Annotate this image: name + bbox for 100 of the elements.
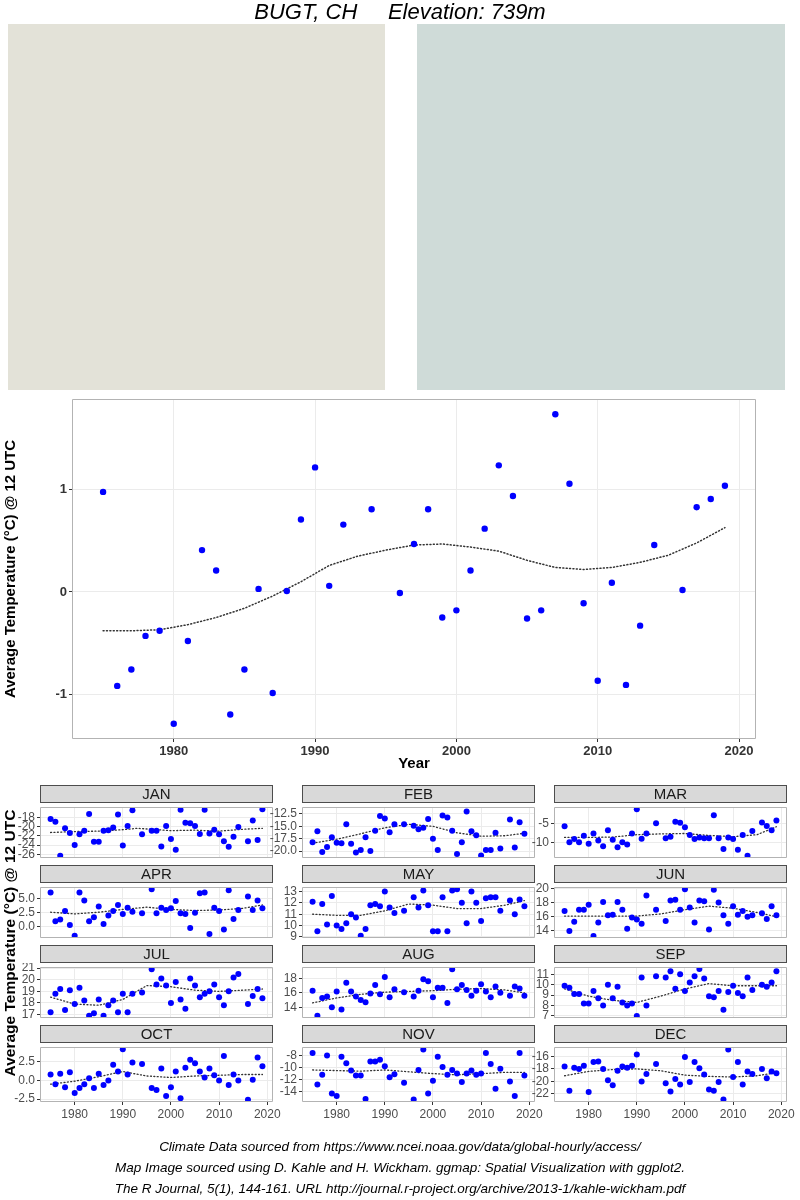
point [604, 1077, 611, 1084]
point [386, 1074, 393, 1081]
point [749, 986, 756, 993]
point [124, 904, 131, 911]
point [420, 887, 427, 894]
point [119, 910, 126, 917]
point [182, 819, 189, 826]
point [492, 894, 499, 901]
point [439, 614, 446, 621]
y-tick-label: 14 [535, 923, 550, 938]
point [95, 838, 102, 845]
point [758, 981, 765, 988]
point [679, 586, 686, 594]
point [259, 995, 266, 1002]
point [319, 1071, 326, 1078]
point [580, 600, 587, 607]
point [211, 826, 218, 833]
point [420, 976, 427, 983]
point [309, 1050, 316, 1057]
point [521, 1072, 528, 1079]
point [439, 1063, 446, 1070]
y-tick-label: -15.0 [269, 818, 298, 833]
y-tick-label: 16 [283, 985, 298, 1000]
point [681, 1054, 688, 1060]
point [594, 677, 601, 684]
point [643, 1002, 650, 1009]
point [710, 812, 717, 819]
point [566, 1087, 573, 1094]
point [444, 1071, 451, 1078]
point [139, 989, 146, 996]
point [249, 906, 256, 913]
point [235, 823, 242, 830]
point [619, 1063, 626, 1070]
point [739, 993, 746, 1000]
y-axis-title: Average Temperature (°C) @ 12 UTC [1, 439, 19, 699]
point [482, 1050, 489, 1057]
point [482, 895, 489, 902]
point [153, 910, 160, 917]
y-tick-label: -1 [55, 685, 67, 701]
point [734, 990, 741, 997]
point [367, 848, 374, 855]
point [309, 898, 316, 905]
point [429, 1077, 436, 1084]
point [105, 1002, 112, 1009]
point [100, 1081, 107, 1088]
point [561, 1063, 568, 1070]
point [608, 579, 616, 586]
point [357, 1072, 364, 1079]
point [681, 824, 688, 831]
point [309, 987, 316, 994]
point [633, 1051, 640, 1058]
point [506, 1078, 513, 1085]
point [206, 931, 213, 938]
point [235, 906, 242, 913]
point [225, 843, 232, 850]
point [725, 920, 732, 927]
point [763, 1075, 770, 1082]
point [105, 912, 112, 919]
point [372, 901, 379, 907]
point [254, 1054, 261, 1061]
point [758, 1065, 765, 1072]
point [348, 911, 355, 918]
point [415, 904, 422, 911]
point [196, 994, 203, 1001]
chart-title: AUG [302, 945, 535, 963]
point [439, 894, 446, 901]
x-tick-label: 2000 [157, 1106, 185, 1121]
chart-title: FEB [302, 785, 535, 803]
point [333, 839, 340, 846]
point [158, 975, 165, 982]
point [720, 912, 727, 919]
point [773, 912, 780, 919]
point [715, 1079, 722, 1085]
point [391, 986, 398, 993]
x-tick-label: 2000 [419, 1106, 447, 1121]
point [114, 901, 121, 908]
point [52, 918, 59, 925]
point [429, 835, 436, 842]
point [643, 892, 650, 899]
point [158, 1065, 165, 1072]
point [497, 989, 504, 996]
x-tick-label: 2010 [467, 1106, 495, 1121]
point [216, 908, 223, 915]
point [506, 897, 513, 904]
point [319, 901, 326, 907]
point [434, 1053, 441, 1060]
point [348, 1067, 355, 1074]
point [537, 607, 545, 614]
point [715, 899, 722, 906]
point [739, 908, 746, 915]
point [170, 720, 177, 727]
point [124, 823, 131, 830]
point [651, 541, 658, 549]
point [314, 928, 321, 935]
point [721, 482, 729, 489]
point [376, 903, 383, 910]
point [71, 842, 78, 849]
point [763, 983, 770, 990]
point [521, 992, 528, 999]
point [720, 1006, 727, 1013]
